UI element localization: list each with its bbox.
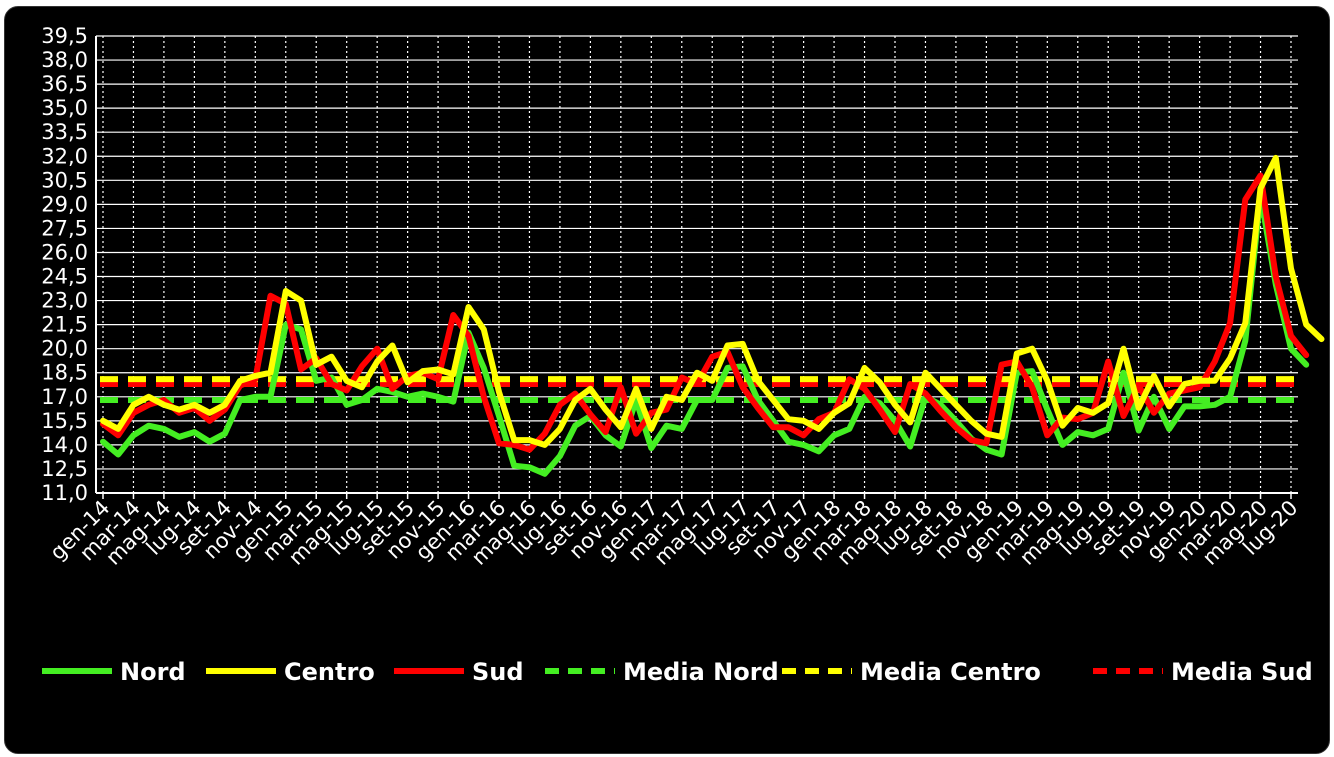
y-tick-label: 27,5 bbox=[41, 216, 88, 240]
y-tick-label: 24,5 bbox=[41, 265, 88, 289]
y-tick-label: 26,0 bbox=[41, 240, 88, 264]
y-tick-label: 32,0 bbox=[41, 144, 88, 168]
y-tick-label: 30,5 bbox=[41, 168, 88, 192]
y-tick-label: 18,5 bbox=[41, 361, 88, 385]
legend-label-sud: Sud bbox=[472, 658, 524, 686]
y-tick-label: 15,5 bbox=[41, 409, 88, 433]
y-tick-label: 39,5 bbox=[41, 24, 88, 48]
y-axis: 11,012,514,015,517,018,520,021,523,024,5… bbox=[41, 24, 97, 505]
series-lines bbox=[100, 154, 1325, 477]
y-tick-label: 38,0 bbox=[41, 48, 88, 72]
y-tick-label: 33,5 bbox=[41, 120, 88, 144]
y-tick-label: 12,5 bbox=[41, 457, 88, 481]
grid-lines bbox=[96, 35, 1298, 494]
y-tick-label: 20,0 bbox=[41, 337, 88, 361]
y-tick-label: 14,0 bbox=[41, 433, 88, 457]
y-tick-label: 11,0 bbox=[41, 481, 88, 505]
series-nord bbox=[100, 191, 1310, 477]
x-axis: gen-14mar-14mag-14lug-14set-14nov-14gen-… bbox=[45, 492, 1303, 570]
y-tick-label: 23,0 bbox=[41, 289, 88, 313]
y-tick-label: 36,5 bbox=[41, 72, 88, 96]
series-sud bbox=[100, 172, 1310, 453]
legend-label-media-centro: Media Centro bbox=[860, 658, 1041, 686]
y-tick-label: 29,0 bbox=[41, 192, 88, 216]
legend-label-nord: Nord bbox=[120, 658, 186, 686]
legend-label-media-sud: Media Sud bbox=[1171, 658, 1313, 686]
legend: Nord Centro Sud Media Nord Media Centro Media… bbox=[42, 658, 1313, 686]
series-centro bbox=[100, 154, 1325, 448]
y-tick-label: 21,5 bbox=[41, 313, 88, 337]
legend-label-media-nord: Media Nord bbox=[623, 658, 779, 686]
y-tick-label: 17,0 bbox=[41, 385, 88, 409]
legend-label-centro: Centro bbox=[284, 658, 375, 686]
y-tick-label: 35,0 bbox=[41, 96, 88, 120]
